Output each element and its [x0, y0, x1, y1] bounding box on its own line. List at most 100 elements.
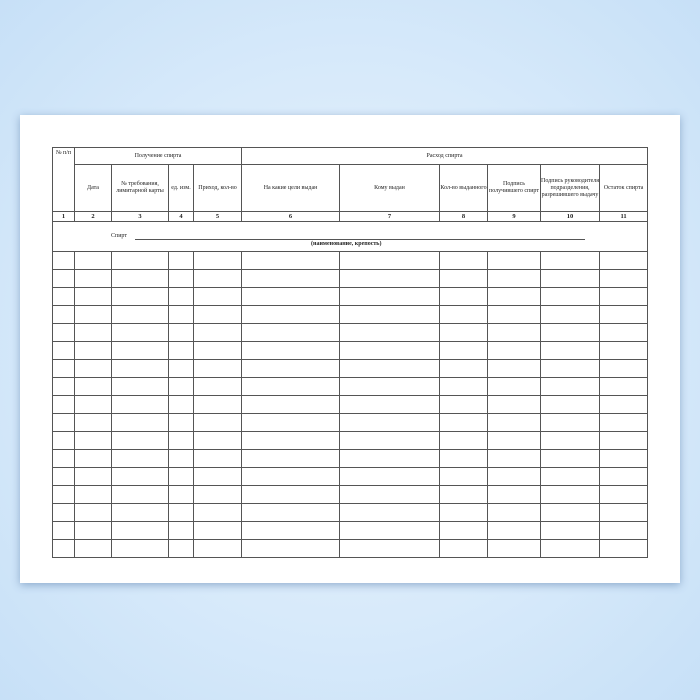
table-cell[interactable]: [339, 359, 441, 378]
table-cell[interactable]: [192, 287, 243, 306]
table-cell[interactable]: [192, 503, 243, 522]
table-cell[interactable]: [168, 449, 194, 468]
table-cell[interactable]: [339, 413, 441, 432]
table-cell[interactable]: [192, 269, 243, 288]
table-cell[interactable]: [192, 305, 243, 324]
table-cell[interactable]: [74, 539, 112, 558]
table-cell[interactable]: [339, 377, 441, 396]
table-cell[interactable]: [192, 323, 243, 342]
table-cell[interactable]: [74, 323, 112, 342]
table-cell[interactable]: [74, 287, 112, 306]
table-cell[interactable]: [111, 467, 169, 486]
table-cell[interactable]: [487, 305, 542, 324]
table-cell[interactable]: [439, 395, 489, 414]
table-cell[interactable]: [540, 449, 601, 468]
table-cell[interactable]: [487, 521, 542, 540]
table-cell[interactable]: [439, 269, 489, 288]
table-cell[interactable]: [599, 521, 649, 540]
table-cell[interactable]: [540, 377, 601, 396]
table-cell[interactable]: [168, 359, 194, 378]
table-cell[interactable]: [111, 359, 169, 378]
table-cell[interactable]: [339, 395, 441, 414]
table-cell[interactable]: [439, 539, 489, 558]
table-cell[interactable]: [540, 503, 601, 522]
table-cell[interactable]: [599, 449, 649, 468]
table-cell[interactable]: [241, 359, 341, 378]
table-cell[interactable]: [540, 467, 601, 486]
table-cell[interactable]: [192, 251, 243, 270]
table-cell[interactable]: [241, 287, 341, 306]
table-cell[interactable]: [52, 341, 75, 360]
table-cell[interactable]: [52, 287, 75, 306]
table-cell[interactable]: [52, 269, 75, 288]
table-cell[interactable]: [241, 323, 341, 342]
table-cell[interactable]: [168, 269, 194, 288]
table-cell[interactable]: [52, 467, 75, 486]
table-cell[interactable]: [599, 431, 649, 450]
table-cell[interactable]: [111, 395, 169, 414]
table-cell[interactable]: [74, 467, 112, 486]
table-cell[interactable]: [487, 323, 542, 342]
table-cell[interactable]: [439, 287, 489, 306]
table-cell[interactable]: [241, 431, 341, 450]
table-cell[interactable]: [74, 395, 112, 414]
table-cell[interactable]: [52, 359, 75, 378]
table-cell[interactable]: [599, 539, 649, 558]
table-cell[interactable]: [241, 521, 341, 540]
table-cell[interactable]: [111, 305, 169, 324]
table-cell[interactable]: [487, 431, 542, 450]
table-cell[interactable]: [439, 377, 489, 396]
table-cell[interactable]: [111, 269, 169, 288]
table-cell[interactable]: [241, 539, 341, 558]
table-cell[interactable]: [111, 485, 169, 504]
table-cell[interactable]: [111, 377, 169, 396]
table-cell[interactable]: [241, 413, 341, 432]
table-cell[interactable]: [599, 377, 649, 396]
table-cell[interactable]: [241, 467, 341, 486]
table-cell[interactable]: [599, 323, 649, 342]
table-cell[interactable]: [74, 521, 112, 540]
table-cell[interactable]: [74, 431, 112, 450]
table-cell[interactable]: [111, 287, 169, 306]
table-cell[interactable]: [599, 269, 649, 288]
table-cell[interactable]: [241, 395, 341, 414]
table-cell[interactable]: [439, 323, 489, 342]
table-cell[interactable]: [487, 395, 542, 414]
table-cell[interactable]: [52, 503, 75, 522]
table-cell[interactable]: [241, 341, 341, 360]
table-cell[interactable]: [540, 269, 601, 288]
table-cell[interactable]: [487, 359, 542, 378]
table-cell[interactable]: [599, 467, 649, 486]
table-cell[interactable]: [339, 305, 441, 324]
table-cell[interactable]: [52, 449, 75, 468]
table-cell[interactable]: [168, 323, 194, 342]
table-cell[interactable]: [439, 413, 489, 432]
table-cell[interactable]: [168, 485, 194, 504]
table-cell[interactable]: [540, 359, 601, 378]
table-cell[interactable]: [599, 251, 649, 270]
table-cell[interactable]: [74, 413, 112, 432]
table-cell[interactable]: [168, 539, 194, 558]
table-cell[interactable]: [168, 431, 194, 450]
table-cell[interactable]: [540, 323, 601, 342]
table-cell[interactable]: [74, 341, 112, 360]
table-cell[interactable]: [540, 485, 601, 504]
table-cell[interactable]: [487, 269, 542, 288]
table-cell[interactable]: [168, 521, 194, 540]
table-cell[interactable]: [192, 539, 243, 558]
table-cell[interactable]: [192, 377, 243, 396]
table-cell[interactable]: [52, 431, 75, 450]
table-cell[interactable]: [74, 269, 112, 288]
table-cell[interactable]: [168, 467, 194, 486]
table-cell[interactable]: [74, 305, 112, 324]
table-cell[interactable]: [111, 413, 169, 432]
spirit-name-line[interactable]: [135, 239, 585, 240]
table-cell[interactable]: [439, 359, 489, 378]
table-cell[interactable]: [439, 449, 489, 468]
table-cell[interactable]: [192, 341, 243, 360]
table-cell[interactable]: [52, 251, 75, 270]
table-cell[interactable]: [192, 485, 243, 504]
table-cell[interactable]: [599, 413, 649, 432]
table-cell[interactable]: [111, 323, 169, 342]
table-cell[interactable]: [487, 503, 542, 522]
